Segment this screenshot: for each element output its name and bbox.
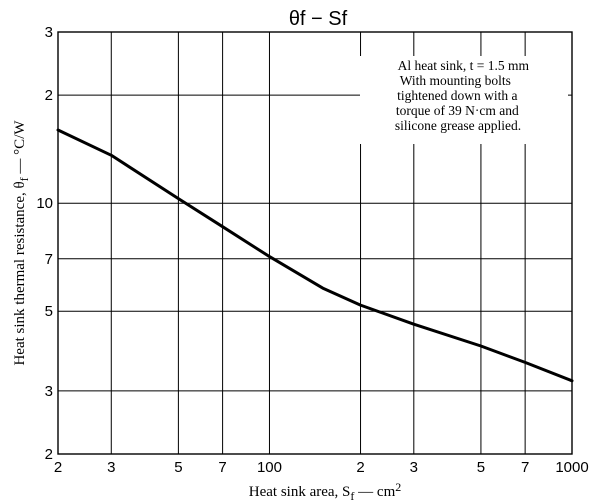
x-tick-label: 100: [257, 459, 282, 476]
x-tick-label: 3: [410, 459, 418, 476]
plot-frame: [57, 31, 573, 455]
x-tick-label: 7: [218, 459, 226, 476]
annotation-background: [360, 56, 568, 144]
annotation-line: Al heat sink, t = 1.5 mm: [398, 58, 530, 73]
y-label-subscript: f: [17, 177, 31, 181]
x-label-main: Heat sink area, S: [249, 484, 351, 500]
y-tick-label: 3: [45, 24, 53, 41]
x-tick-label: 5: [174, 459, 182, 476]
annotation-line: tightened down with a: [397, 88, 517, 103]
y-tick-label: 2: [45, 87, 53, 104]
y-tick-label: 7: [45, 251, 53, 268]
x-tick-labels: 2 3 5 7 100 2 3 5 7 1000: [54, 459, 589, 476]
y-tick-label: 2: [45, 446, 53, 463]
series-line: [56, 128, 574, 383]
y-tick-label: 5: [45, 303, 53, 320]
x-label-subscript: f: [350, 489, 354, 502]
y-tick-labels: 2 3 5 7 10 2 3: [36, 24, 53, 463]
x-axis-label: Heat sink area, Sf — cm2: [249, 480, 401, 502]
x-label-superscript: 2: [395, 480, 401, 494]
y-label-main: Heat sink thermal resistance, θ: [12, 181, 28, 365]
y-tick-label: 10: [36, 195, 53, 212]
x-tick-label: 7: [521, 459, 529, 476]
annotation-line: With mounting bolts: [400, 73, 511, 88]
x-label-unit: — cm: [354, 484, 395, 500]
annotation-line: torque of 39 N·cm and: [396, 103, 519, 118]
series-layer: [56, 128, 574, 383]
x-tick-label: 5: [477, 459, 485, 476]
y-label-unit: — °C/W: [12, 120, 28, 178]
x-tick-label: 3: [107, 459, 115, 476]
y-tick-label: 3: [45, 383, 53, 400]
x-tick-label: 2: [356, 459, 364, 476]
annotation-text: Al heat sink, t = 1.5 mm With mounting b…: [395, 58, 533, 133]
annotation-line: silicone grease applied.: [395, 118, 521, 133]
y-axis-label: Heat sink thermal resistance, θf — °C/W: [12, 120, 31, 366]
x-tick-label: 2: [54, 459, 62, 476]
chart-title: θf − Sf: [289, 8, 348, 30]
x-tick-label: 1000: [555, 459, 588, 476]
